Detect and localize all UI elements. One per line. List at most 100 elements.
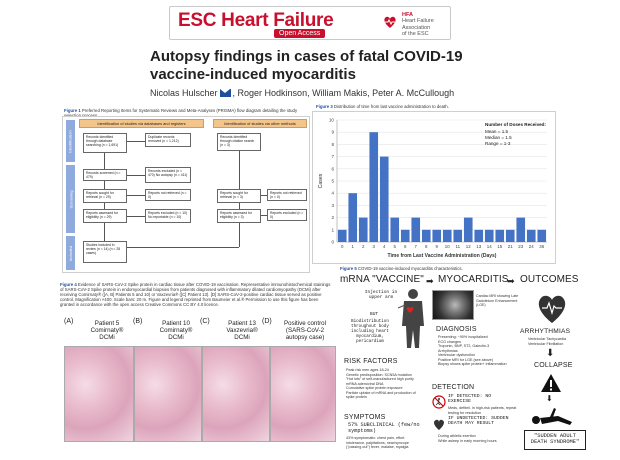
arrhythmia-item: Ventricular Fibrillation xyxy=(528,341,564,346)
email-icon[interactable] xyxy=(219,89,231,97)
risk-factors-title: RISK FACTORS xyxy=(344,358,398,365)
panel-c-label: (C) xyxy=(200,318,210,325)
x-tick-label: 9 xyxy=(436,244,439,249)
detection-title: DETECTION xyxy=(432,384,475,391)
x-tick-label: 3 xyxy=(373,244,376,249)
panel-d-label: (D) xyxy=(262,318,272,325)
bar-1 xyxy=(348,193,358,242)
bar-3 xyxy=(369,132,379,242)
no-exercise-icon xyxy=(432,395,446,409)
bar-23 xyxy=(516,217,526,242)
y-tick-label: 9 xyxy=(331,130,334,135)
arrow-down-icon: ⬇ xyxy=(546,348,555,359)
bar-0 xyxy=(337,229,347,242)
hfa-logo-icon xyxy=(384,16,396,28)
hfa-line: Association xyxy=(402,24,431,31)
prisma-box: Reports sought for retrieval (n = 29) xyxy=(83,189,127,203)
arrhythmias-title: ARRHYTHMIAS xyxy=(520,328,571,335)
hfa-line: Heart Failure xyxy=(402,18,434,25)
prisma-box: Reports not retrieved (n = 0) xyxy=(145,189,191,201)
histology-image-c xyxy=(202,346,270,442)
warning-icon xyxy=(541,374,561,392)
prisma-box: Reports not retrieved (n = 0) xyxy=(267,189,307,201)
diagnosis-item: Positive MRI for LGE (see above) xyxy=(438,357,493,362)
prisma-arrow xyxy=(127,216,145,217)
bar-2 xyxy=(358,217,368,242)
risk-item: "Hot lots" of self-manufactured high pur… xyxy=(346,377,414,386)
journal-banner: ESC Heart Failure Open Access HFA Heart … xyxy=(169,6,451,40)
prisma-box: Reports excluded (n = 0) xyxy=(267,209,307,221)
y-tick-label: 8 xyxy=(331,142,334,147)
x-tick-label: 7 xyxy=(415,244,418,249)
heart-rhythm-icon xyxy=(434,419,444,430)
body-silhouette-icon xyxy=(397,289,424,348)
y-tick-label: 6 xyxy=(331,166,334,171)
prisma-box: Studies included in review (n = 14) (n =… xyxy=(83,241,127,263)
y-tick-label: 7 xyxy=(331,154,334,159)
histology-image-b xyxy=(134,346,202,442)
prisma-box: Records screened (n = 479) xyxy=(83,169,127,181)
prisma-arrow xyxy=(127,247,239,248)
x-axis-title: Time from Last Vaccine Administration (D… xyxy=(388,253,497,259)
prisma-arrow xyxy=(127,141,145,142)
but-note: BUT xyxy=(370,312,379,317)
stats-line: Range = 1-3 xyxy=(485,141,511,146)
detected-item: Meds, defibril. in high-risk patients, r… xyxy=(448,406,517,415)
x-tick-label: 14 xyxy=(487,244,492,249)
symptoms-title: SYMPTOMS xyxy=(344,414,386,421)
prisma-box: Records identified through database sear… xyxy=(83,133,127,153)
panel-d-name: Positive control (SARS-CoV-2 autopsy cas… xyxy=(284,320,326,342)
author-rest: , Roger Hodkinson, William Makis, Peter … xyxy=(232,88,455,98)
prisma-arrow xyxy=(104,223,105,241)
figure3-caption-text: Distribution of time from last vaccine a… xyxy=(333,104,449,109)
prisma-side-identification: Identification xyxy=(66,120,75,162)
bar-14 xyxy=(484,229,494,242)
figure3-caption-label: Figure 3 xyxy=(316,104,333,109)
bar-8 xyxy=(421,229,431,242)
diagnosis-item: Biopsy shows spike protein+ inflammation xyxy=(438,362,507,366)
x-tick-label: 2 xyxy=(362,244,365,249)
histology-image-d xyxy=(270,346,336,442)
stats-title: Number of Doses Received: xyxy=(485,122,546,127)
hfa-line: of the ESC xyxy=(402,31,429,38)
stats-line: Median = 1.5 xyxy=(485,135,512,140)
risk-item: Peak risk men ages 18-24 xyxy=(346,368,389,372)
x-tick-label: 36 xyxy=(539,244,544,249)
prisma-box: Reports assessed for eligibility (n = 29… xyxy=(83,209,127,223)
bar-21 xyxy=(505,229,515,242)
symptom-item: 43% symptomatic: chest pain, effort into… xyxy=(346,436,409,449)
undetected-note: IF UNDETECTED: SUDDEN DEATH MAY RESULT xyxy=(448,416,509,427)
paper-title: Autopsy findings in cases of fatal COVID… xyxy=(150,48,463,83)
bar-7 xyxy=(411,217,421,242)
diagnosis-item: Troponin, BNP, ST2, Galectin-3 xyxy=(438,344,490,348)
y-axis-title: Cases xyxy=(318,173,324,188)
bar-5 xyxy=(390,217,400,242)
prisma-arrow xyxy=(127,195,145,196)
x-tick-label: 6 xyxy=(404,244,407,249)
prisma-arrow xyxy=(104,153,105,169)
infographic-outcomes-heading: OUTCOMES xyxy=(520,274,579,285)
undetected-item: While asleep in early morning hours xyxy=(438,438,497,443)
detected-note: IF DETECTED: NO EXERCISE xyxy=(448,394,492,405)
figure1-caption-label: Figure 1 xyxy=(64,108,81,113)
x-tick-label: 23 xyxy=(518,244,523,249)
x-tick-label: 21 xyxy=(508,244,513,249)
x-tick-label: 8 xyxy=(425,244,428,249)
prisma-arrow xyxy=(104,181,105,189)
bar-12 xyxy=(463,217,473,242)
prisma-arrow xyxy=(127,175,145,176)
author-first[interactable]: Nicolas Hulscher xyxy=(150,88,218,98)
prisma-arrow xyxy=(104,203,105,209)
figure1-caption: Figure 1 Preferred Reporting Items for S… xyxy=(64,108,304,118)
arrow-down-icon: ⬇ xyxy=(546,394,553,403)
bar-36 xyxy=(537,229,547,242)
author-list: Nicolas Hulscher , Roger Hodkinson, Willi… xyxy=(150,88,454,98)
risk-item: Particle uptake of mRNA and production o… xyxy=(346,390,416,400)
x-tick-label: 13 xyxy=(476,244,481,249)
arrow-right-icon: ➡ xyxy=(507,276,515,286)
diagnosis-list: Presenting: ~90% hospitalized ECG change… xyxy=(438,335,518,367)
open-access-badge: Open Access xyxy=(274,29,326,38)
bar-11 xyxy=(453,229,463,242)
prisma-arrow xyxy=(239,223,240,247)
